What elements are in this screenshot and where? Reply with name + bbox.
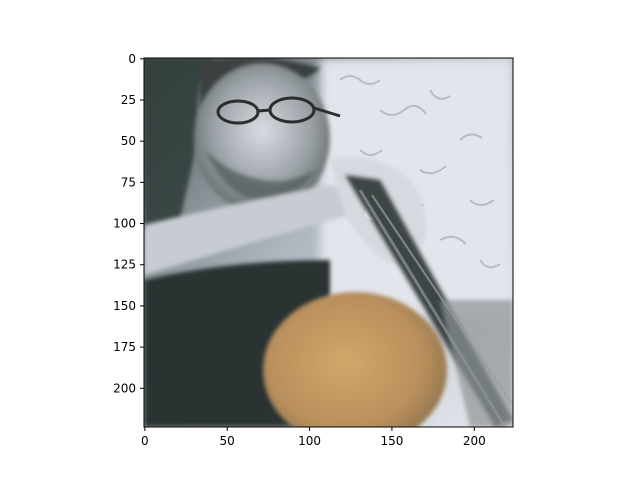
y-tick-label: 175 [113,340,136,354]
x-tick-label: 100 [298,434,321,448]
x-tick-label: 150 [380,434,403,448]
y-tick-label: 50 [121,134,136,148]
y-tick-label: 150 [113,299,136,313]
y-tick-label: 200 [113,381,136,395]
y-axis: 0 25 50 75 100 125 150 175 200 [113,52,144,395]
y-tick-label: 75 [121,175,136,189]
y-tick-label: 25 [121,93,136,107]
x-tick-label: 200 [463,434,486,448]
y-tick-label: 0 [128,52,136,66]
y-tick-label: 100 [113,217,136,231]
x-axis: 0 50 100 150 200 [141,427,486,448]
x-tick-label: 0 [141,434,149,448]
plot-image [144,58,513,427]
y-tick-label: 125 [113,258,136,272]
x-tick-label: 50 [220,434,235,448]
axes-frame [143,57,514,428]
